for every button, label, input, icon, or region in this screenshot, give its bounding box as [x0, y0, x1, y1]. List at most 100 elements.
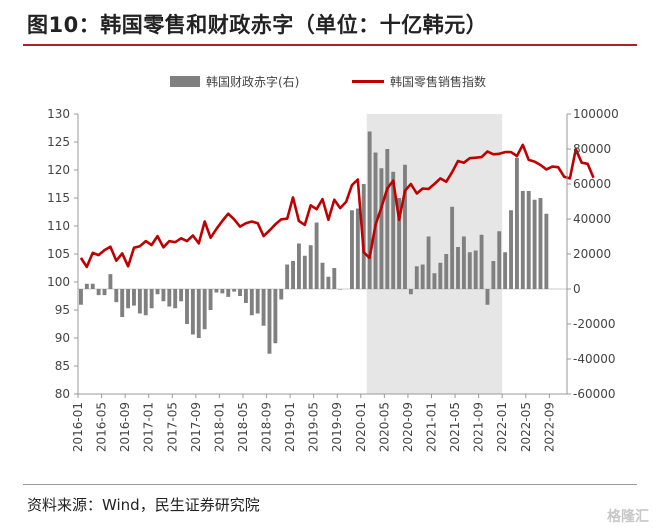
deficit-bar [338, 289, 343, 290]
deficit-bar [296, 243, 301, 289]
deficit-bar [220, 289, 225, 294]
deficit-bar [497, 231, 502, 289]
deficit-bar [467, 252, 472, 289]
deficit-bar [391, 171, 396, 289]
legend: 韩国财政赤字(右) 韩国零售销售指数 [170, 74, 486, 89]
y-left-tick-label: 90 [55, 331, 70, 345]
y-right-tick-label: 0 [573, 282, 581, 296]
x-tick-label: 2022-05 [519, 402, 533, 452]
deficit-bar [167, 289, 172, 307]
deficit-bar [444, 254, 449, 289]
source-note: 资料来源：Wind，民生证券研究院 [27, 496, 260, 514]
y-left-tick-label: 105 [47, 247, 70, 261]
y-left-tick-label: 130 [47, 107, 70, 121]
deficit-bar [238, 289, 242, 296]
bar-series-layer [79, 131, 549, 354]
deficit-bar [397, 198, 402, 289]
y-right-tick-label: 80000 [573, 142, 611, 156]
deficit-bar [403, 164, 407, 289]
deficit-bar [137, 289, 142, 314]
deficit-bar [114, 289, 119, 303]
deficit-bar [379, 168, 384, 289]
deficit-bar [302, 255, 307, 289]
deficit-bar [90, 283, 95, 289]
deficit-bar [332, 268, 337, 289]
legend-label-deficit: 韩国财政赤字(右) [206, 74, 299, 89]
y-left-tick-label: 110 [47, 219, 70, 233]
deficit-bar [126, 289, 131, 309]
deficit-bar [350, 210, 354, 289]
deficit-bar [544, 213, 549, 289]
deficit-bar [314, 222, 319, 289]
deficit-bar [202, 289, 207, 330]
deficit-bar [485, 289, 490, 305]
deficit-bar [243, 289, 248, 303]
x-tick-label: 2018-09 [260, 402, 274, 452]
x-tick-label: 2018-01 [212, 402, 226, 452]
deficit-bar [249, 289, 254, 316]
deficit-bar [491, 261, 496, 289]
shaded-period-layer [366, 114, 503, 394]
deficit-bar [509, 210, 513, 289]
x-tick-label: 2018-05 [236, 402, 250, 452]
legend-swatch-deficit [170, 76, 200, 87]
deficit-bar [190, 289, 195, 335]
chart: 80 85 90 95 100 105 110 115 120 125 130 -60000 -4000… [47, 74, 619, 452]
x-tick-label: 2019-05 [307, 402, 321, 452]
deficit-bar [373, 152, 378, 289]
y-right-tick-label: -60000 [573, 387, 616, 401]
deficit-bar [79, 289, 83, 305]
deficit-bar [408, 289, 413, 295]
x-tick-label: 2019-01 [283, 402, 297, 452]
deficit-bar [426, 236, 431, 289]
x-tick-label: 2022-09 [542, 402, 556, 452]
deficit-bar [132, 289, 136, 306]
y-right-tick-label: -40000 [573, 352, 616, 366]
deficit-bar [520, 191, 525, 289]
deficit-bar [179, 289, 184, 302]
deficit-bar [161, 289, 166, 302]
y-right-tick-label: 20000 [573, 247, 611, 261]
x-tick-label: 2016-05 [95, 402, 109, 452]
x-tick-label: 2016-01 [71, 402, 85, 452]
x-tick-label: 2017-01 [142, 402, 156, 452]
y-left-tick-label: 85 [55, 359, 70, 373]
deficit-bar [385, 149, 390, 289]
deficit-bar [267, 289, 272, 354]
deficit-bar [479, 234, 484, 289]
deficit-bar [155, 289, 160, 295]
deficit-bar [538, 198, 543, 289]
page-title: 图10：韩国零售和财政赤字（单位：十亿韩元） [27, 13, 488, 37]
deficit-bar [503, 252, 508, 289]
x-tick-label: 2016-09 [118, 402, 132, 452]
deficit-bar [432, 273, 437, 289]
line-series-layer [79, 143, 595, 269]
title-divider [23, 44, 637, 46]
legend-label-retail: 韩国零售销售指数 [390, 74, 486, 89]
deficit-bar [208, 289, 213, 310]
y-left-tick-label: 100 [47, 275, 70, 289]
deficit-bar [526, 191, 531, 289]
watermark: 格隆汇 [607, 509, 649, 525]
deficit-bar [326, 276, 331, 289]
x-tick-label: 2021-05 [448, 402, 462, 452]
y-left-tick-label: 115 [47, 191, 70, 205]
retail-index-line [79, 143, 595, 269]
x-tick-label: 2020-09 [401, 402, 415, 452]
deficit-bar [232, 289, 237, 292]
deficit-bar [102, 289, 107, 296]
axis-layer: 80 85 90 95 100 105 110 115 120 125 130 -60000 -4000… [47, 107, 619, 452]
y-left-tick-label: 120 [47, 163, 70, 177]
x-tick-label: 2017-05 [165, 402, 179, 452]
deficit-bar [355, 208, 360, 289]
deficit-bar [279, 289, 284, 300]
y-left-tick-label: 95 [55, 303, 70, 317]
deficit-bar [514, 157, 519, 289]
deficit-bar [261, 289, 266, 326]
deficit-bar [367, 131, 372, 289]
deficit-bar [149, 289, 154, 309]
deficit-bar [414, 266, 419, 289]
x-tick-label: 2017-09 [189, 402, 203, 452]
deficit-bar [420, 264, 425, 289]
y-left-tick-label: 125 [47, 135, 70, 149]
